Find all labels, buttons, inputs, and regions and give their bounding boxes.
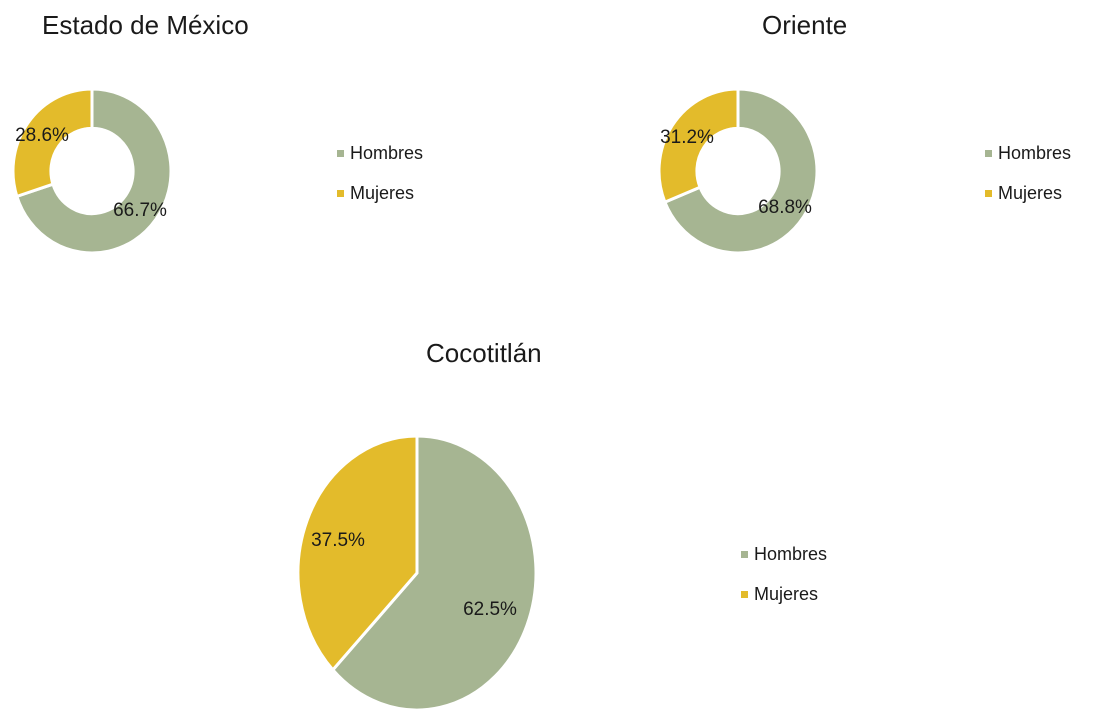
legend-swatch-hombres: [985, 149, 992, 157]
data-label-hombres: 62.5%: [463, 599, 517, 620]
data-label-hombres: 68.8%: [758, 197, 812, 218]
legend-cocotitlan: Hombres Mujeres: [741, 544, 827, 624]
legend-oriente: Hombres Mujeres: [985, 143, 1071, 223]
legend-swatch-mujeres: [741, 590, 748, 598]
legend-label-hombres: Hombres: [998, 142, 1072, 163]
data-label-hombres: 66.7%: [113, 200, 167, 221]
legend-item-mujeres: Mujeres: [741, 584, 827, 604]
slice-hombres: [15, 87, 173, 255]
slice-mujeres: [657, 87, 740, 204]
data-label-mujeres: 37.5%: [311, 530, 365, 551]
legend-swatch-mujeres: [985, 189, 992, 197]
legend-label-mujeres: Mujeres: [998, 182, 1063, 203]
legend-item-hombres: Hombres: [985, 143, 1071, 163]
legend-swatch-hombres: [337, 149, 344, 157]
legend-label-mujeres: Mujeres: [350, 182, 415, 203]
legend-item-mujeres: Mujeres: [985, 183, 1071, 203]
chart-title-cocotitlan: Cocotitlán: [426, 338, 542, 368]
slice-mujeres: [296, 434, 419, 672]
legend-estado-de-mexico: Hombres Mujeres: [337, 143, 423, 223]
legend-swatch-hombres: [741, 550, 748, 558]
legend-swatch-mujeres: [337, 189, 344, 197]
slice-hombres: [331, 434, 538, 709]
legend-label-hombres: Hombres: [754, 543, 828, 564]
legend-item-mujeres: Mujeres: [337, 183, 423, 203]
legend-label-hombres: Hombres: [350, 142, 424, 163]
chart-title-oriente: Oriente: [762, 10, 848, 40]
legend-item-hombres: Hombres: [741, 544, 827, 564]
legend-label-mujeres: Mujeres: [754, 583, 819, 604]
slice-mujeres: [11, 87, 94, 198]
data-label-mujeres: 28.6%: [15, 125, 69, 146]
slice-hombres: [663, 87, 819, 255]
chart-title-estado-de-mexico: Estado de México: [42, 10, 249, 40]
legend-item-hombres: Hombres: [337, 143, 423, 163]
data-label-mujeres: 31.2%: [660, 127, 714, 148]
